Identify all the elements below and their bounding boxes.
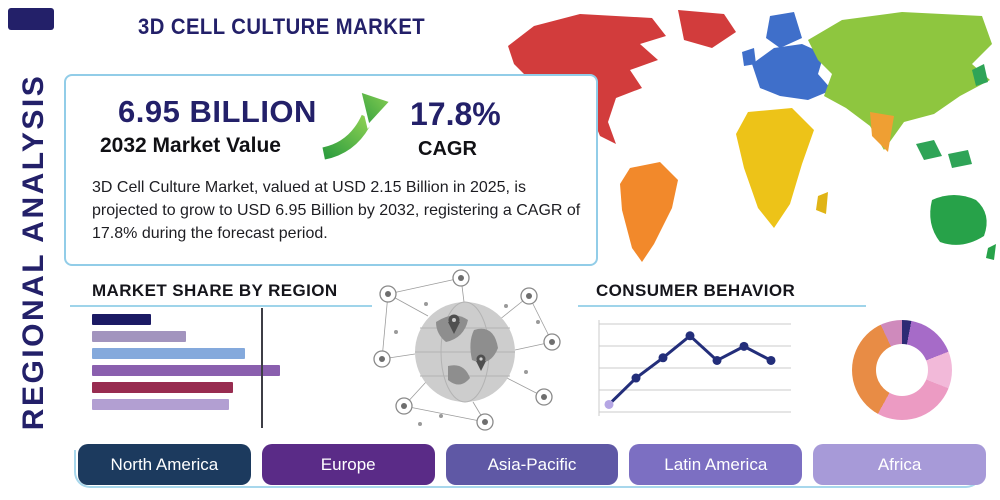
side-label: REGIONAL ANALYSIS: [17, 73, 50, 431]
bar-segment: [92, 382, 233, 393]
continent-se-asia-2: [948, 150, 972, 168]
bar-segment: [92, 348, 245, 359]
trend-marker: [739, 341, 749, 351]
market-share-underline: [70, 305, 372, 307]
market-share-title: MARKET SHARE BY REGION: [92, 281, 338, 300]
bar-segment: [92, 365, 280, 376]
bar-chart: [92, 314, 280, 416]
network-nodes: [373, 269, 561, 431]
continent-europe: [752, 44, 832, 100]
cagr-caption: CAGR: [418, 138, 477, 160]
map-pin-icon: [448, 314, 486, 371]
bar-axis-line: [261, 308, 263, 428]
region-button-latin-america[interactable]: Latin America: [629, 444, 803, 485]
trend-marker: [658, 353, 668, 363]
continent-uk: [742, 48, 756, 66]
continent-se-asia-1: [916, 140, 942, 160]
donut-hole: [876, 344, 928, 396]
trend-marker: [712, 355, 722, 365]
bar-segment: [92, 331, 186, 342]
continent-asia: [808, 12, 992, 150]
continent-madagascar: [816, 192, 828, 214]
world-map: [508, 10, 996, 262]
line-chart-plot: [604, 331, 776, 409]
market-value-caption: 2032 Market Value: [100, 134, 281, 157]
continent-india: [870, 112, 894, 152]
region-button-europe[interactable]: Europe: [261, 444, 435, 485]
page-title: 3D CELL CULTURE MARKET: [138, 14, 426, 39]
bar-segment: [92, 314, 151, 325]
consumer-behavior-title: CONSUMER BEHAVIOR: [596, 281, 796, 300]
globe-network-illustration: [373, 269, 561, 431]
continent-australia: [930, 195, 987, 245]
stats-panel: 6.95 BILLION 2032 Market Value 17.8% CAG…: [64, 74, 598, 266]
trend-marker: [604, 399, 614, 409]
line-chart: [598, 320, 791, 416]
market-description: 3D Cell Culture Market, valued at USD 2.…: [92, 179, 581, 243]
continent-japan: [972, 64, 988, 86]
market-value: 6.95 BILLION: [118, 94, 317, 129]
cagr-value: 17.8%: [410, 96, 501, 132]
region-buttons: North America Europe Asia-Pacific Latin Ame…: [78, 444, 986, 485]
continent-south-america: [620, 162, 678, 262]
bar-segment: [92, 399, 229, 410]
continent-greenland: [678, 10, 736, 48]
continent-new-zealand: [986, 244, 996, 260]
logo-mark: [8, 8, 54, 30]
trend-marker: [631, 373, 641, 383]
donut-chart: [852, 320, 952, 420]
region-button-north-america[interactable]: North America: [78, 444, 251, 485]
trend-marker: [685, 331, 695, 341]
trend-marker: [766, 355, 776, 365]
consumer-behavior-underline: [578, 305, 866, 307]
continent-scandinavia: [766, 12, 802, 48]
growth-arrow-icon: [321, 88, 394, 163]
continent-africa: [736, 108, 814, 228]
region-button-africa[interactable]: Africa: [813, 444, 986, 485]
line-chart-grid: [598, 320, 791, 416]
region-button-asia-pacific[interactable]: Asia-Pacific: [445, 444, 619, 485]
